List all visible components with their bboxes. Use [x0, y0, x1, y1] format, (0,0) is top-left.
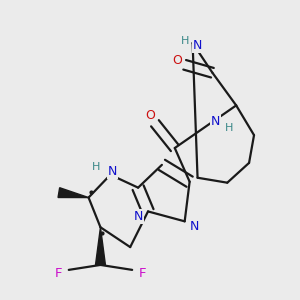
Text: N: N: [193, 40, 202, 52]
Text: H: H: [181, 36, 189, 46]
Text: N: N: [134, 210, 143, 223]
Text: F: F: [55, 267, 63, 280]
Text: F: F: [138, 267, 146, 280]
Text: N: N: [108, 165, 117, 178]
Polygon shape: [58, 188, 88, 198]
Text: O: O: [145, 109, 155, 122]
Text: O: O: [172, 54, 182, 67]
Text: H: H: [225, 123, 233, 133]
Text: N: N: [211, 115, 220, 128]
Text: H: H: [92, 162, 101, 172]
Text: N: N: [190, 220, 199, 233]
Polygon shape: [95, 227, 105, 265]
